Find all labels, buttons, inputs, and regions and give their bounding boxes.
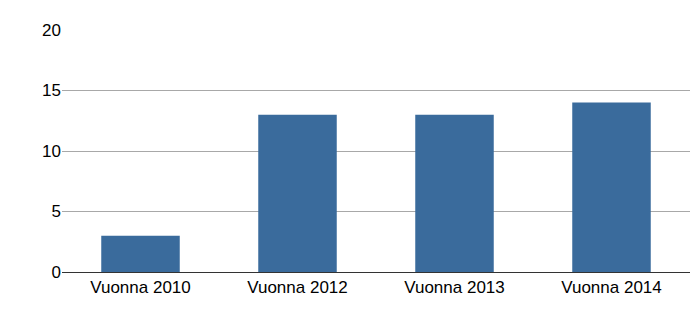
svg-text:Vuonna 2012: Vuonna 2012: [247, 278, 348, 297]
svg-text:Vuonna 2014: Vuonna 2014: [561, 278, 662, 297]
svg-text:15: 15: [42, 81, 61, 100]
svg-text:Vuonna 2013: Vuonna 2013: [404, 278, 505, 297]
svg-text:10: 10: [42, 142, 61, 161]
svg-text:5: 5: [52, 202, 61, 221]
svg-text:Vuonna 2010: Vuonna 2010: [90, 278, 191, 297]
svg-text:0: 0: [52, 263, 61, 282]
svg-text:20: 20: [42, 21, 61, 40]
